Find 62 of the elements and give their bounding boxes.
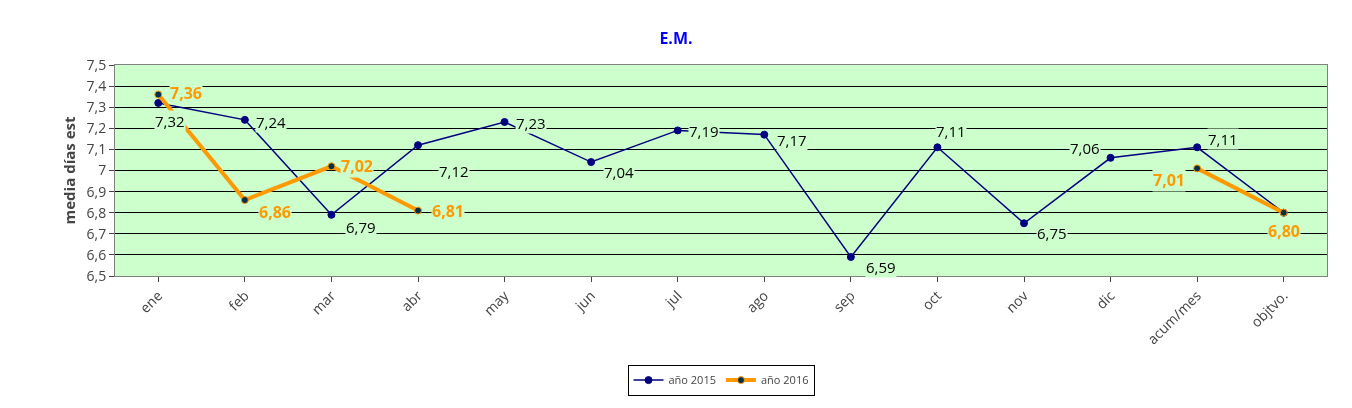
data-label: 7,17 bbox=[777, 130, 807, 150]
x-tick-label: abr bbox=[396, 285, 426, 316]
data-label: 7,11 bbox=[1208, 129, 1238, 149]
point bbox=[500, 117, 509, 126]
point bbox=[154, 90, 163, 99]
point bbox=[1193, 143, 1202, 152]
point bbox=[327, 210, 336, 219]
data-label: 7,11 bbox=[936, 121, 966, 141]
point bbox=[414, 141, 422, 150]
x-tick-label: feb bbox=[224, 286, 253, 315]
data-label: 6,79 bbox=[346, 217, 376, 237]
y-axis-title: media días est bbox=[59, 116, 79, 225]
point bbox=[933, 143, 942, 152]
x-tick-label: jun bbox=[570, 286, 599, 315]
x-tick-label: ene bbox=[135, 286, 167, 317]
x-tick-label: sep bbox=[828, 286, 859, 316]
data-label: 7,02 bbox=[341, 155, 374, 177]
y-tick-label: 7,5 bbox=[86, 54, 107, 74]
data-label: 6,86 bbox=[259, 201, 292, 223]
data-label: 6,75 bbox=[1037, 223, 1067, 243]
legend-label: año 2016 bbox=[761, 372, 809, 388]
y-tick-label: 7,2 bbox=[86, 118, 107, 138]
point bbox=[760, 130, 769, 139]
data-label: 7,06 bbox=[1070, 138, 1100, 158]
data-label: 7,19 bbox=[689, 121, 719, 141]
y-tick-label: 6,5 bbox=[86, 265, 107, 285]
point bbox=[327, 162, 336, 171]
data-label: 6,80 bbox=[1268, 220, 1301, 242]
x-tick-label: oct bbox=[917, 286, 946, 314]
point bbox=[1106, 153, 1115, 162]
data-label: 7,24 bbox=[256, 112, 287, 132]
y-tick-label: 7,1 bbox=[86, 139, 107, 159]
x-tick-label: ago bbox=[741, 286, 773, 317]
x-tick-label: nov bbox=[1001, 286, 1032, 317]
chart-title: E.M. bbox=[659, 26, 693, 49]
point bbox=[846, 253, 855, 262]
y-tick-label: 6,7 bbox=[86, 223, 107, 243]
point bbox=[240, 115, 249, 124]
y-tick-label: 7,3 bbox=[86, 97, 107, 117]
data-label: 6,81 bbox=[432, 200, 465, 222]
point bbox=[1020, 219, 1028, 228]
y-tick-label: 6,6 bbox=[86, 244, 107, 264]
data-label: 7,01 bbox=[1153, 169, 1186, 191]
x-tick-label: jul bbox=[660, 286, 686, 312]
point bbox=[587, 158, 596, 167]
x-tick-label: dic bbox=[1091, 285, 1119, 313]
point bbox=[1193, 164, 1202, 173]
data-label: 7,04 bbox=[604, 162, 635, 182]
point bbox=[673, 126, 682, 135]
data-label: 7,36 bbox=[170, 82, 203, 104]
data-label: 7,23 bbox=[516, 113, 546, 133]
y-tick-label: 7,4 bbox=[86, 76, 107, 95]
data-label: 7,32 bbox=[155, 111, 185, 131]
y-tick-label: 6,8 bbox=[86, 202, 107, 222]
data-label: 7,12 bbox=[439, 161, 469, 181]
point bbox=[414, 206, 422, 215]
point bbox=[240, 196, 249, 205]
y-tick-label: 7 bbox=[98, 160, 107, 180]
y-tick-label: 6,9 bbox=[86, 181, 107, 201]
data-label: 6,59 bbox=[866, 257, 896, 277]
legend-label: año 2015 bbox=[668, 372, 716, 388]
point bbox=[154, 98, 163, 107]
